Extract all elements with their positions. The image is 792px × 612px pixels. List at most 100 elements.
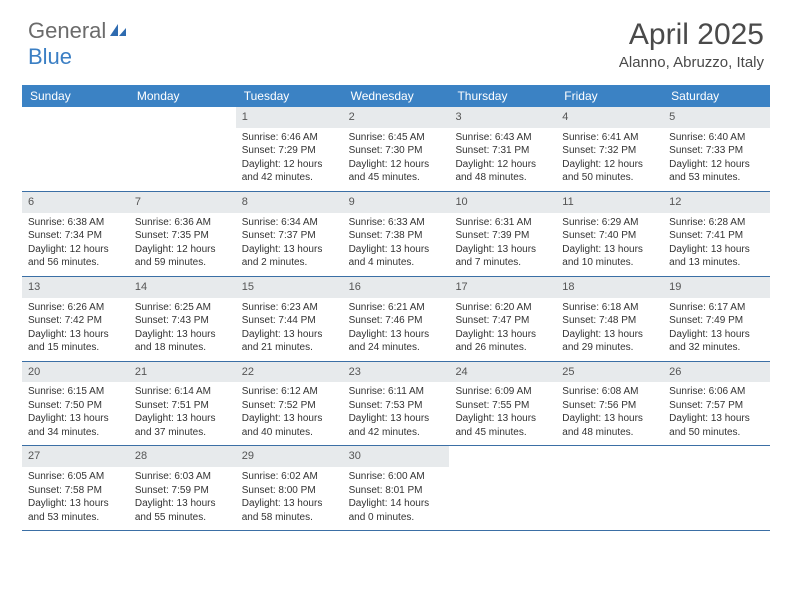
sunset-text: Sunset: 7:50 PM	[28, 399, 123, 413]
day-content: Sunrise: 6:03 AMSunset: 7:59 PMDaylight:…	[129, 467, 236, 530]
sunrise-text: Sunrise: 6:02 AM	[242, 470, 337, 484]
day-number: 25	[556, 362, 663, 383]
sunset-text: Sunset: 7:31 PM	[455, 144, 550, 158]
sunrise-text: Sunrise: 6:11 AM	[349, 385, 444, 399]
daylight-text: Daylight: 13 hours and 40 minutes.	[242, 412, 337, 439]
day-cell: 27Sunrise: 6:05 AMSunset: 7:58 PMDayligh…	[22, 446, 129, 530]
sunset-text: Sunset: 7:59 PM	[135, 484, 230, 498]
sunrise-text: Sunrise: 6:36 AM	[135, 216, 230, 230]
day-content: Sunrise: 6:31 AMSunset: 7:39 PMDaylight:…	[449, 213, 556, 276]
week-row: 20Sunrise: 6:15 AMSunset: 7:50 PMDayligh…	[22, 362, 770, 447]
daylight-text: Daylight: 12 hours and 50 minutes.	[562, 158, 657, 185]
day-cell: .	[556, 446, 663, 530]
week-row: 27Sunrise: 6:05 AMSunset: 7:58 PMDayligh…	[22, 446, 770, 531]
day-number: 6	[22, 192, 129, 213]
day-content: Sunrise: 6:11 AMSunset: 7:53 PMDaylight:…	[343, 382, 450, 445]
day-number: 18	[556, 277, 663, 298]
day-content: Sunrise: 6:40 AMSunset: 7:33 PMDaylight:…	[663, 128, 770, 191]
day-content: Sunrise: 6:46 AMSunset: 7:29 PMDaylight:…	[236, 128, 343, 191]
daylight-text: Daylight: 13 hours and 10 minutes.	[562, 243, 657, 270]
day-content: Sunrise: 6:15 AMSunset: 7:50 PMDaylight:…	[22, 382, 129, 445]
daylight-text: Daylight: 13 hours and 45 minutes.	[455, 412, 550, 439]
sunset-text: Sunset: 7:42 PM	[28, 314, 123, 328]
day-cell: .	[663, 446, 770, 530]
sunrise-text: Sunrise: 6:14 AM	[135, 385, 230, 399]
brand-part1: General	[28, 18, 106, 43]
day-cell: .	[449, 446, 556, 530]
sunset-text: Sunset: 7:47 PM	[455, 314, 550, 328]
month-title: April 2025	[619, 18, 764, 52]
brand-part2: Blue	[28, 44, 72, 69]
sunset-text: Sunset: 7:38 PM	[349, 229, 444, 243]
sunrise-text: Sunrise: 6:05 AM	[28, 470, 123, 484]
sunrise-text: Sunrise: 6:08 AM	[562, 385, 657, 399]
weekday-header: Wednesday	[343, 85, 450, 107]
sunset-text: Sunset: 8:00 PM	[242, 484, 337, 498]
daylight-text: Daylight: 13 hours and 53 minutes.	[28, 497, 123, 524]
day-cell: 19Sunrise: 6:17 AMSunset: 7:49 PMDayligh…	[663, 277, 770, 361]
sunrise-text: Sunrise: 6:46 AM	[242, 131, 337, 145]
daylight-text: Daylight: 13 hours and 29 minutes.	[562, 328, 657, 355]
daylight-text: Daylight: 13 hours and 24 minutes.	[349, 328, 444, 355]
sail-icon	[108, 18, 128, 43]
sunrise-text: Sunrise: 6:12 AM	[242, 385, 337, 399]
daylight-text: Daylight: 12 hours and 42 minutes.	[242, 158, 337, 185]
daylight-text: Daylight: 13 hours and 2 minutes.	[242, 243, 337, 270]
sunrise-text: Sunrise: 6:23 AM	[242, 301, 337, 315]
sunrise-text: Sunrise: 6:09 AM	[455, 385, 550, 399]
daylight-text: Daylight: 13 hours and 26 minutes.	[455, 328, 550, 355]
sunrise-text: Sunrise: 6:00 AM	[349, 470, 444, 484]
day-cell: 25Sunrise: 6:08 AMSunset: 7:56 PMDayligh…	[556, 362, 663, 446]
day-content: Sunrise: 6:45 AMSunset: 7:30 PMDaylight:…	[343, 128, 450, 191]
daylight-text: Daylight: 13 hours and 48 minutes.	[562, 412, 657, 439]
day-content: Sunrise: 6:20 AMSunset: 7:47 PMDaylight:…	[449, 298, 556, 361]
sunset-text: Sunset: 8:01 PM	[349, 484, 444, 498]
daylight-text: Daylight: 12 hours and 53 minutes.	[669, 158, 764, 185]
day-content: Sunrise: 6:25 AMSunset: 7:43 PMDaylight:…	[129, 298, 236, 361]
day-number: 29	[236, 446, 343, 467]
daylight-text: Daylight: 13 hours and 15 minutes.	[28, 328, 123, 355]
sunrise-text: Sunrise: 6:45 AM	[349, 131, 444, 145]
day-cell: 17Sunrise: 6:20 AMSunset: 7:47 PMDayligh…	[449, 277, 556, 361]
day-number: 12	[663, 192, 770, 213]
sunrise-text: Sunrise: 6:40 AM	[669, 131, 764, 145]
day-number: 16	[343, 277, 450, 298]
daylight-text: Daylight: 13 hours and 37 minutes.	[135, 412, 230, 439]
sunset-text: Sunset: 7:37 PM	[242, 229, 337, 243]
sunset-text: Sunset: 7:30 PM	[349, 144, 444, 158]
day-cell: 20Sunrise: 6:15 AMSunset: 7:50 PMDayligh…	[22, 362, 129, 446]
day-cell: 6Sunrise: 6:38 AMSunset: 7:34 PMDaylight…	[22, 192, 129, 276]
sunset-text: Sunset: 7:33 PM	[669, 144, 764, 158]
day-number: 13	[22, 277, 129, 298]
sunset-text: Sunset: 7:51 PM	[135, 399, 230, 413]
day-content: Sunrise: 6:43 AMSunset: 7:31 PMDaylight:…	[449, 128, 556, 191]
day-number: 1	[236, 107, 343, 128]
day-content: Sunrise: 6:34 AMSunset: 7:37 PMDaylight:…	[236, 213, 343, 276]
sunset-text: Sunset: 7:44 PM	[242, 314, 337, 328]
daylight-text: Daylight: 12 hours and 59 minutes.	[135, 243, 230, 270]
day-cell: 8Sunrise: 6:34 AMSunset: 7:37 PMDaylight…	[236, 192, 343, 276]
day-cell: 18Sunrise: 6:18 AMSunset: 7:48 PMDayligh…	[556, 277, 663, 361]
day-content: Sunrise: 6:21 AMSunset: 7:46 PMDaylight:…	[343, 298, 450, 361]
day-cell: 29Sunrise: 6:02 AMSunset: 8:00 PMDayligh…	[236, 446, 343, 530]
daylight-text: Daylight: 12 hours and 45 minutes.	[349, 158, 444, 185]
day-number: 15	[236, 277, 343, 298]
day-cell: 7Sunrise: 6:36 AMSunset: 7:35 PMDaylight…	[129, 192, 236, 276]
brand-text: GeneralBlue	[28, 18, 128, 70]
brand-logo: GeneralBlue	[28, 18, 128, 70]
daylight-text: Daylight: 13 hours and 13 minutes.	[669, 243, 764, 270]
day-content: Sunrise: 6:05 AMSunset: 7:58 PMDaylight:…	[22, 467, 129, 530]
day-content: Sunrise: 6:29 AMSunset: 7:40 PMDaylight:…	[556, 213, 663, 276]
sunset-text: Sunset: 7:58 PM	[28, 484, 123, 498]
weekday-header: Sunday	[22, 85, 129, 107]
sunrise-text: Sunrise: 6:20 AM	[455, 301, 550, 315]
day-number: 30	[343, 446, 450, 467]
title-block: April 2025 Alanno, Abruzzo, Italy	[619, 18, 764, 71]
sunrise-text: Sunrise: 6:29 AM	[562, 216, 657, 230]
daylight-text: Daylight: 13 hours and 34 minutes.	[28, 412, 123, 439]
day-cell: 12Sunrise: 6:28 AMSunset: 7:41 PMDayligh…	[663, 192, 770, 276]
daylight-text: Daylight: 13 hours and 7 minutes.	[455, 243, 550, 270]
sunrise-text: Sunrise: 6:38 AM	[28, 216, 123, 230]
day-cell: .	[129, 107, 236, 191]
day-number: 28	[129, 446, 236, 467]
